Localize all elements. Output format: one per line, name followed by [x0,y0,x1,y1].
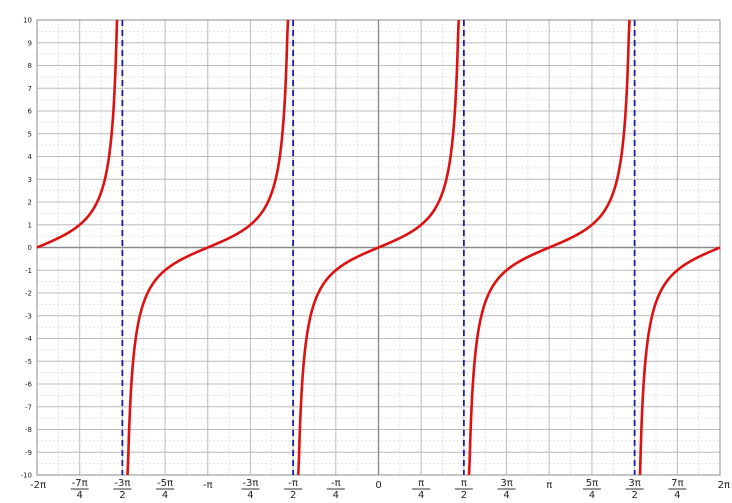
tangent-branch [36,19,119,249]
x-tick-denominator: 4 [589,490,595,498]
y-tick-label: 6 [28,108,33,116]
x-tick-numerator: π [461,478,467,489]
y-tick-label: 5 [28,130,32,138]
x-tick-denominator: 4 [418,490,424,498]
x-tick-numerator: 3π [500,478,512,489]
y-tick-label: -10 [21,472,32,480]
x-tick-denominator: 2 [461,490,467,498]
y-tick-label: 10 [23,17,32,25]
x-tick-numerator: -3π [242,478,258,489]
x-tick-denominator: 4 [162,490,168,498]
y-tick-label: -8 [25,426,32,434]
x-tick-denominator: 2 [631,490,637,498]
y-tick-label: -3 [25,312,32,320]
y-tick-label: -7 [25,403,32,411]
x-tick-denominator: 4 [333,490,339,498]
x-tick-numerator: -π [331,478,341,489]
x-tick-denominator: 4 [247,490,253,498]
x-tick-numerator: 5π [586,478,598,489]
y-tick-label: -4 [25,335,33,343]
x-tick-denominator: 4 [503,490,509,498]
x-tick-numerator: -5π [157,478,173,489]
x-tick-numerator: -7π [72,478,88,489]
y-tick-label: 2 [28,199,32,207]
tangent-branch [296,19,461,476]
tangent-curves [36,19,721,476]
y-tick-label: -2 [25,290,32,298]
y-tick-label: -9 [25,449,32,457]
x-tick-label: -2π [30,480,46,491]
y-tick-label: 9 [28,39,32,47]
tangent-branch [126,19,290,476]
y-tick-label: 4 [28,153,33,161]
asymptotes [121,20,636,475]
tangent-branch [467,19,631,476]
tangent-branch [638,246,721,476]
x-tick-denominator: 4 [77,490,83,498]
x-tick-label: 2π [718,480,730,491]
x-tick-numerator: -π [288,478,298,489]
y-tick-label: 7 [28,85,32,93]
x-tick-numerator: 7π [671,478,683,489]
x-tick-label: -π [203,480,213,491]
y-tick-label: 8 [28,62,32,70]
x-tick-denominator: 4 [674,490,680,498]
x-tick-label: 0 [375,480,381,491]
x-tick-numerator: 3π [628,478,640,489]
x-tick-denominator: 2 [290,490,296,498]
y-tick-label: -5 [25,358,32,366]
y-tick-label: -6 [25,381,33,389]
y-tick-label: 0 [28,244,32,252]
x-tick-numerator: π [418,478,424,489]
y-tick-label: 3 [28,176,32,184]
y-tick-label: -1 [25,267,32,275]
y-tick-label: 1 [28,221,32,229]
x-tick-label: π [546,480,552,491]
x-tick-numerator: -3π [114,478,130,489]
x-tick-denominator: 2 [119,490,125,498]
